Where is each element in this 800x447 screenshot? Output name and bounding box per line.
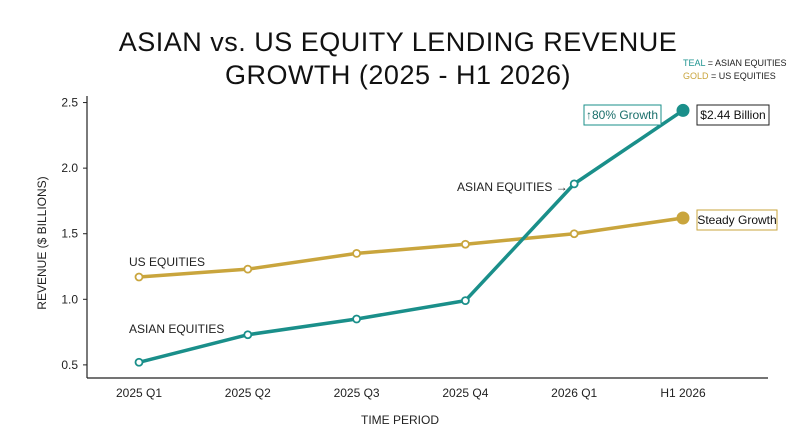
legend-entry-teal: TEAL = ASIAN EQUITIES xyxy=(683,58,786,68)
legend-text-teal: = ASIAN EQUITIES xyxy=(705,58,786,68)
chart-title-line-2: GROWTH (2025 - H1 2026) xyxy=(225,60,571,90)
y-tick-label: 0.5 xyxy=(61,358,78,372)
steady-callout: Steady Growth xyxy=(696,209,778,231)
legend-key-teal: TEAL xyxy=(683,58,706,68)
asian-equities-arrow-label: ASIAN EQUITIES → xyxy=(457,180,568,194)
y-ticks: 0.5 1.0 1.5 2.0 2.5 xyxy=(61,96,87,372)
y-tick-label: 1.0 xyxy=(61,292,78,306)
value-callout-box xyxy=(696,104,770,126)
us-equities-point xyxy=(134,272,144,282)
legend-key-gold: GOLD xyxy=(683,71,709,81)
x-ticks: 2025 Q1 2025 Q2 2025 Q3 2025 Q4 2026 Q1 H1 20… xyxy=(116,386,706,400)
asian-equities-point xyxy=(243,330,253,340)
x-tick-label: 2025 Q3 xyxy=(334,386,380,400)
chart-title-line-1: ASIAN vs. US EQUITY LENDING REVENUE xyxy=(119,27,678,57)
asian-equities-endpoint xyxy=(676,103,690,117)
y-tick-label: 2.5 xyxy=(61,96,78,110)
us-equities-line xyxy=(137,216,685,279)
legend-entry-gold: GOLD = US EQUITIES xyxy=(683,71,776,81)
annotations: US EQUITIES ASIAN EQUITIES ASIAN EQUITIE… xyxy=(129,104,778,336)
chart-title: ASIAN vs. US EQUITY LENDING REVENUE GROW… xyxy=(119,27,678,90)
y-tick-label: 2.0 xyxy=(61,161,78,175)
value-callout-text: $2.44 Billion xyxy=(700,108,765,122)
us-equities-point xyxy=(352,248,362,258)
us-equities-point xyxy=(460,239,470,249)
series-layer xyxy=(134,103,690,367)
x-tick-label: 2026 Q1 xyxy=(551,386,597,400)
growth-callout-text: ↑80% Growth xyxy=(586,108,658,122)
y-tick-label: 1.5 xyxy=(61,227,78,241)
y-axis-label: REVENUE ($ BILLIONS) xyxy=(35,176,49,309)
value-callout: $2.44 Billion xyxy=(696,104,770,126)
asian-equities-line xyxy=(137,108,685,365)
x-axis-label: TIME PERIOD xyxy=(361,413,439,427)
growth-callout-box xyxy=(583,104,662,126)
us-equities-point xyxy=(569,229,579,239)
steady-callout-box xyxy=(696,209,778,231)
asian-equities-point xyxy=(134,357,144,367)
legend-text-gold: = US EQUITIES xyxy=(709,71,776,81)
asian-equities-point xyxy=(569,179,579,189)
us-equities-endpoint xyxy=(676,211,690,225)
asian-equities-point xyxy=(460,296,470,306)
x-tick-label: 2025 Q4 xyxy=(442,386,488,400)
legend: TEAL = ASIAN EQUITIES GOLD = US EQUITIES xyxy=(683,58,786,81)
us-equities-label: US EQUITIES xyxy=(129,255,205,269)
axes xyxy=(86,96,768,379)
x-tick-label: H1 2026 xyxy=(660,386,706,400)
x-tick-label: 2025 Q1 xyxy=(116,386,162,400)
asian-equities-point xyxy=(352,314,362,324)
us-equities-point xyxy=(243,264,253,274)
x-tick-label: 2025 Q2 xyxy=(225,386,271,400)
growth-callout: ↑80% Growth xyxy=(583,104,662,126)
asian-equities-label: ASIAN EQUITIES xyxy=(129,322,224,336)
steady-callout-text: Steady Growth xyxy=(697,213,776,227)
